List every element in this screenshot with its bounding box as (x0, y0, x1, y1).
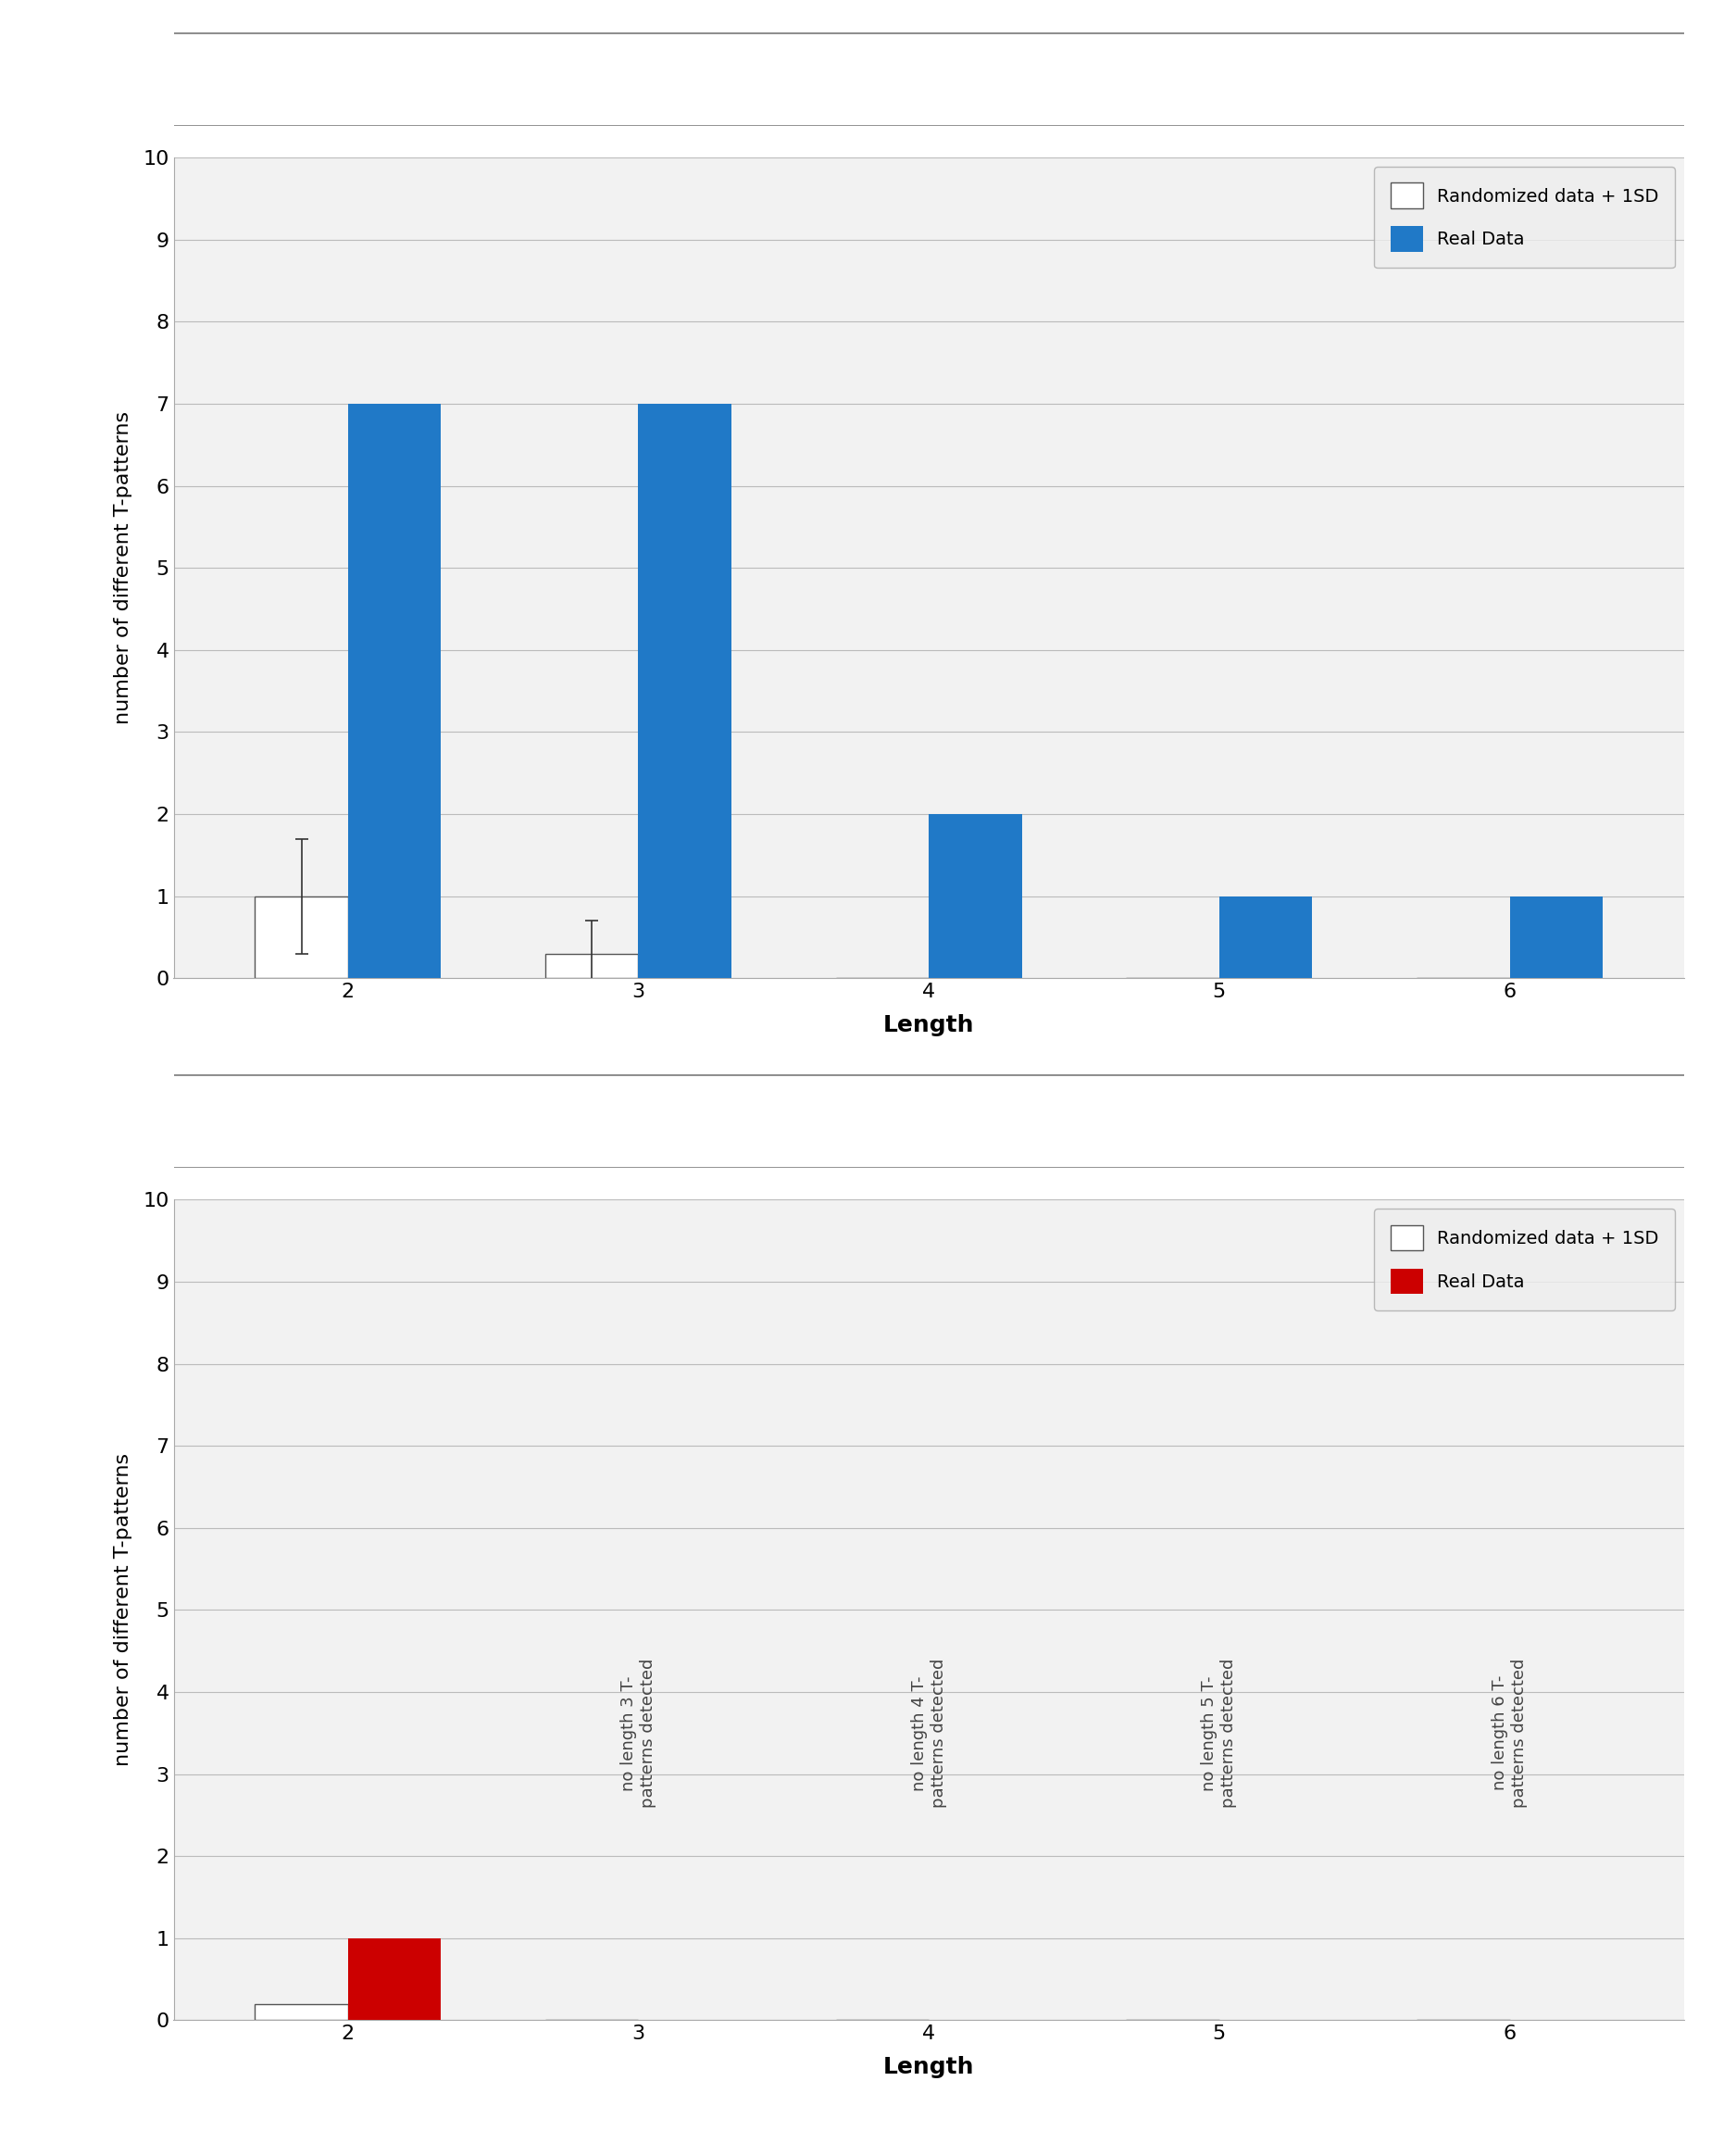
Text: no length 5 T-
patterns detected: no length 5 T- patterns detected (1201, 1658, 1238, 1807)
Y-axis label: number of different T-patterns: number of different T-patterns (115, 1453, 132, 1767)
Bar (347, 1939, 441, 2020)
Text: no length 4 T-
patterns detected: no length 4 T- patterns detected (911, 1658, 946, 1807)
Text: no length 6 T-
patterns detected: no length 6 T- patterns detected (1491, 1658, 1528, 1807)
Y-axis label: number of different T-patterns: number of different T-patterns (115, 411, 132, 725)
Legend: Randomized data + 1SD, Real Data: Randomized data + 1SD, Real Data (1375, 1208, 1675, 1311)
X-axis label: Length: Length (884, 1014, 974, 1036)
Bar (255, 895, 347, 978)
Bar (1219, 895, 1312, 978)
Bar (545, 953, 639, 978)
Bar (347, 405, 441, 978)
Bar (639, 405, 731, 978)
Bar (1510, 895, 1602, 978)
Text: MORPHINE: MORPHINE (819, 1104, 1038, 1138)
Legend: Randomized data + 1SD, Real Data: Randomized data + 1SD, Real Data (1375, 166, 1675, 269)
X-axis label: Length: Length (884, 2056, 974, 2078)
Text: no length 3 T-
patterns detected: no length 3 T- patterns detected (620, 1658, 656, 1807)
Bar (255, 2003, 347, 2020)
Bar (929, 814, 1023, 978)
Text: SALINE: SALINE (856, 62, 1002, 96)
